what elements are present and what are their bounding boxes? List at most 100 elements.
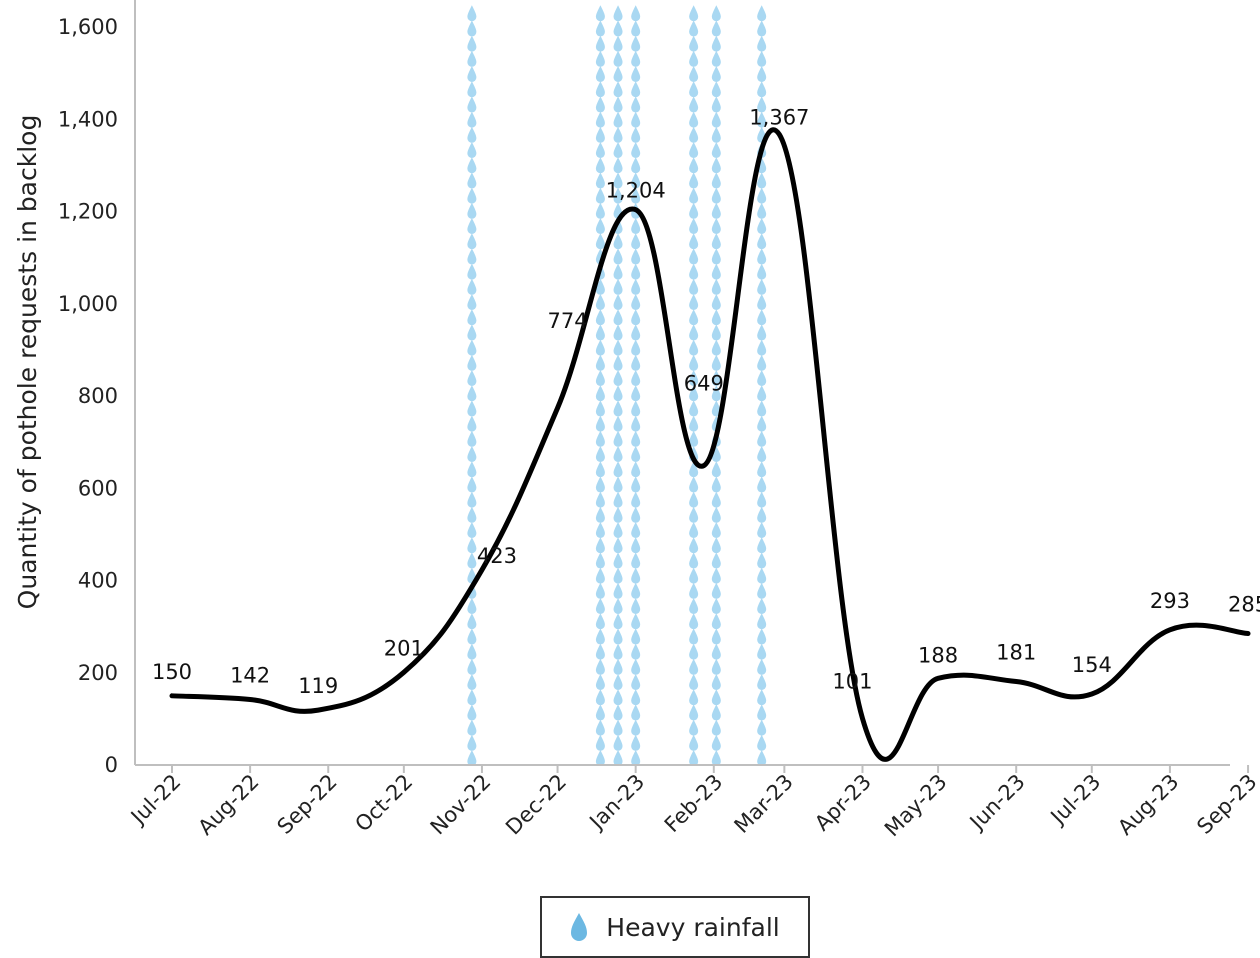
raindrop — [613, 400, 623, 417]
raindrop — [595, 218, 605, 234]
raindrop — [711, 309, 721, 326]
raindrop — [613, 370, 623, 386]
raindrop — [711, 598, 721, 614]
raindrop — [689, 20, 699, 37]
y-axis-title: Quantity of pothole requests in backlog — [13, 115, 42, 610]
raindrop — [595, 400, 605, 417]
raindrop — [757, 734, 767, 751]
raindrop — [711, 35, 721, 52]
raindrop — [467, 66, 477, 83]
raindrop — [757, 202, 767, 219]
raindrop — [711, 400, 721, 417]
raindrop — [613, 750, 623, 766]
raindrop — [631, 750, 641, 766]
raindrop — [595, 689, 605, 706]
raindrop — [467, 446, 477, 462]
raindrop — [757, 719, 767, 736]
raindrop — [757, 157, 767, 174]
raindrop — [689, 658, 699, 675]
raindrop — [757, 50, 767, 67]
raindrop — [711, 689, 721, 706]
raindrop — [613, 734, 623, 751]
raindrop — [757, 5, 767, 22]
raindrop — [711, 370, 721, 386]
raindrop — [595, 142, 605, 158]
raindrop — [631, 370, 641, 386]
raindrop — [595, 111, 605, 128]
raindrop — [613, 552, 623, 569]
raindrop — [595, 354, 605, 371]
raindrop — [467, 430, 477, 447]
data-labels: 150 142 119 201 423 774 1,204 649 1,367 101 188 181… — [152, 105, 1260, 698]
data-label: 285 — [1228, 593, 1260, 617]
raindrop — [757, 643, 767, 660]
raindrop — [631, 5, 641, 22]
raindrop — [757, 658, 767, 675]
raindrop — [467, 658, 477, 675]
x-tick-label: Jul-23 — [1045, 770, 1106, 831]
raindrop — [711, 5, 721, 22]
raindrop — [711, 202, 721, 219]
data-point — [170, 694, 174, 698]
raindrop — [711, 719, 721, 736]
x-tick-label: Mar-23 — [730, 770, 798, 838]
raindrop — [689, 628, 699, 645]
raindrop — [613, 491, 623, 508]
raindrop — [613, 476, 623, 493]
raindrop — [631, 582, 641, 599]
raindrop — [711, 172, 721, 189]
y-tick-label: 400 — [78, 569, 118, 593]
raindrop — [757, 628, 767, 645]
raindrop — [595, 187, 605, 204]
raindrop — [689, 643, 699, 660]
raindrop — [689, 81, 699, 98]
raindrop — [711, 187, 721, 204]
raindrop — [711, 643, 721, 660]
data-point — [777, 132, 781, 136]
raindrop — [689, 294, 699, 311]
raindrop — [467, 248, 477, 265]
raindrop — [711, 66, 721, 83]
raindrop — [595, 50, 605, 67]
raindrop — [757, 582, 767, 599]
raindrop — [689, 704, 699, 721]
data-label: 119 — [298, 674, 338, 698]
raindrop — [467, 187, 477, 204]
x-tick-label: Apr-23 — [810, 770, 876, 836]
raindrop — [467, 400, 477, 417]
y-tick-label: 800 — [78, 384, 118, 408]
raindrop — [613, 111, 623, 128]
raindrop — [631, 643, 641, 660]
raindrop — [757, 263, 767, 280]
data-label: 142 — [230, 664, 270, 688]
raindrop — [631, 354, 641, 371]
raindrop — [467, 20, 477, 37]
y-tick-label: 600 — [78, 476, 118, 500]
raindrop — [467, 324, 477, 341]
raindrop — [757, 689, 767, 706]
raindrop — [631, 218, 641, 234]
raindrop — [631, 734, 641, 751]
raindrop — [613, 20, 623, 37]
data-label: 181 — [996, 641, 1036, 665]
raindrop — [631, 187, 641, 204]
raindrop — [631, 35, 641, 52]
raindrop — [689, 734, 699, 751]
raindrop — [613, 187, 623, 204]
raindrop — [467, 218, 477, 234]
raindrop — [613, 537, 623, 554]
raindrop — [613, 126, 623, 143]
raindrop — [631, 537, 641, 554]
x-tick-label: Jun-23 — [964, 770, 1030, 836]
raindrop — [757, 172, 767, 189]
raindrop — [757, 278, 767, 295]
raindrop — [711, 20, 721, 37]
raindrop — [757, 522, 767, 538]
raindrop — [757, 552, 767, 569]
raindrop — [467, 294, 477, 311]
raindrop — [595, 339, 605, 356]
raindrop — [689, 385, 699, 402]
raindrop — [711, 537, 721, 554]
raindrop — [757, 233, 767, 250]
